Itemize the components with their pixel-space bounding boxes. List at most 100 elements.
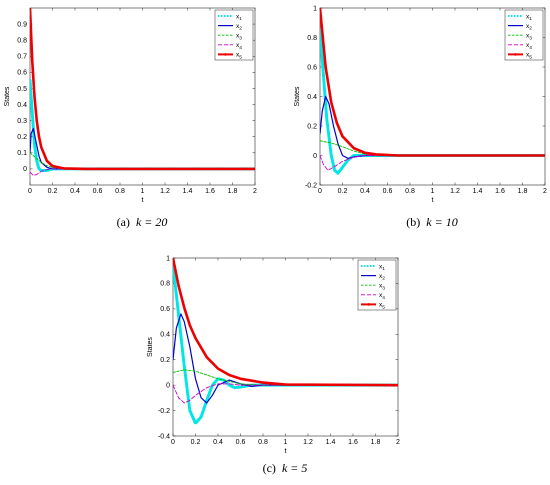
series-marker-x5: [341, 135, 344, 138]
series-group: [30, 8, 255, 176]
legend-label-x2: x2: [379, 273, 385, 282]
series-line-x3: [173, 369, 398, 386]
figure-caption: (b) k = 10: [406, 215, 457, 229]
legend-box: [214, 9, 254, 61]
legend-box: [357, 259, 397, 311]
x-tick-label: 1.6: [348, 439, 358, 446]
y-tick-label: -0.4: [158, 433, 170, 440]
series-line-x4: [30, 168, 255, 176]
series-marker-x5: [35, 119, 38, 122]
figure-caption: (a) k = 20: [117, 215, 168, 229]
x-axis-label: t: [432, 197, 434, 204]
legend-box: [504, 9, 544, 61]
x-tick-label: 2: [253, 188, 257, 195]
x-tick-label: 1.6: [495, 188, 505, 195]
x-tick-label: 1.4: [183, 188, 193, 195]
legend-label-x5: x5: [526, 52, 532, 61]
x-axis-label: t: [142, 197, 144, 204]
y-tick-label: 0.6: [160, 306, 170, 313]
x-tick-label: 0: [28, 188, 32, 195]
panel-b: 0 0.2 0.4 0.6 0.8 1 1.2 1.4 1.6 1.8 2-0.200.20.40.…: [294, 5, 547, 229]
caption-k: k = 5: [282, 461, 307, 475]
x-tick-label: 0.6: [236, 439, 246, 446]
x-tick-label: 0.6: [383, 188, 393, 195]
y-axis-label: States: [294, 86, 301, 106]
y-tick-label: 0: [313, 153, 317, 160]
y-tick-label: 0.4: [160, 332, 170, 339]
legend-label-x3: x3: [526, 33, 532, 42]
series-marker-x5: [330, 101, 333, 104]
series-line-x4: [320, 155, 545, 171]
series-line-x1: [320, 28, 545, 175]
y-tick-label: 0.3: [17, 118, 27, 125]
series-marker-x5: [62, 167, 65, 170]
y-tick-label: 0.8: [160, 281, 170, 288]
x-tick-label: 0.4: [360, 188, 370, 195]
caption-label: (b): [406, 215, 420, 229]
x-tick-label: 1.2: [303, 439, 313, 446]
series-marker-x5: [40, 145, 43, 149]
series-line-x5: [173, 258, 398, 387]
x-tick-label: 0.2: [48, 188, 58, 195]
caption-k: k = 10: [426, 215, 457, 229]
x-tick-label: 1.8: [518, 188, 528, 195]
series-marker-x5: [352, 146, 355, 150]
x-tick-label: 0.4: [70, 188, 80, 195]
y-axis-label: States: [147, 337, 154, 357]
x-tick-label: 0.2: [338, 188, 348, 195]
series-marker-x5: [335, 121, 339, 125]
series-group: [320, 8, 545, 175]
y-tick-label: 0.7: [17, 54, 27, 61]
y-tick-label: 0.2: [17, 134, 27, 141]
x-tick-label: 1.2: [450, 188, 460, 195]
y-tick-label: 0.8: [17, 37, 27, 44]
series-marker-x5: [205, 355, 208, 359]
x-tick-label: 1.4: [473, 188, 483, 195]
legend-label-x5: x5: [379, 302, 385, 311]
y-tick-label: 0.2: [160, 357, 170, 364]
x-tick-label: 1.2: [160, 188, 170, 195]
y-axis-label: States: [4, 86, 11, 106]
legend-label-x1: x1: [526, 13, 532, 22]
x-axis-label: t: [285, 448, 287, 455]
series-marker-x5: [320, 8, 322, 10]
y-tick-label: 0.5: [17, 86, 27, 93]
figure-caption: (c) k = 5: [263, 461, 308, 475]
legend-marker-x5: [514, 53, 517, 56]
y-tick-label: 0.8: [307, 35, 317, 42]
x-tick-label: 0: [318, 188, 322, 195]
x-tick-label: 0.8: [258, 439, 268, 446]
y-tick-label: 0: [166, 382, 170, 389]
caption-label: (c): [263, 461, 276, 475]
legend-label-x4: x4: [236, 42, 242, 51]
y-tick-label: 0.4: [307, 94, 317, 101]
x-tick-label: 1: [141, 188, 145, 195]
legend-label-x2: x2: [526, 23, 532, 32]
x-tick-label: 1: [284, 439, 288, 446]
series-marker-x5: [33, 95, 36, 98]
x-tick-label: 0.8: [405, 188, 415, 195]
y-tick-label: 0.4: [17, 102, 27, 109]
series-marker-x5: [324, 65, 327, 69]
series-line-x4: [173, 383, 398, 404]
y-tick-label: 0.9: [17, 21, 27, 28]
y-tick-label: 0.2: [307, 123, 317, 130]
legend-label-x1: x1: [236, 13, 242, 22]
series-marker-x5: [173, 258, 175, 260]
legend-marker-x5: [367, 303, 370, 306]
legend-label-x1: x1: [379, 263, 385, 272]
legend-marker-x5: [224, 53, 227, 56]
y-tick-label: 0.6: [17, 70, 27, 77]
x-tick-label: 0.6: [93, 188, 103, 195]
series-marker-x5: [188, 324, 192, 327]
caption-k: k = 20: [136, 215, 167, 229]
series-marker-x5: [183, 306, 186, 309]
x-tick-label: 1: [431, 188, 435, 195]
caption-label: (a): [117, 215, 130, 229]
series-marker-x5: [37, 135, 41, 138]
legend-label-x4: x4: [526, 42, 532, 51]
x-tick-label: 2: [543, 188, 547, 195]
legend-label-x3: x3: [236, 33, 242, 42]
panel-c: 0 0.2 0.4 0.6 0.8 1 1.2 1.4 1.6 1.8 2 -0.4 -0.2 0 0.2 0…: [147, 255, 400, 475]
